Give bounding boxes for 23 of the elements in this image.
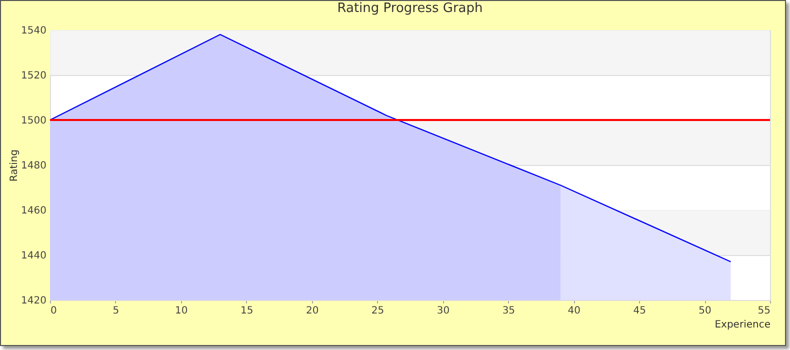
x-tick-label: 50: [698, 306, 712, 316]
x-tick-label: 40: [568, 306, 581, 316]
y-tick-label: 1420: [21, 296, 46, 306]
x-tick-label: 55: [758, 306, 770, 316]
y-tick-label: 1540: [21, 26, 46, 36]
x-tick-label: 0: [50, 306, 57, 316]
x-tick-label: 10: [175, 306, 188, 316]
x-tick-label: 30: [436, 306, 450, 316]
x-tick-label: 20: [306, 306, 319, 316]
chart-title: Rating Progress Graph: [337, 1, 483, 16]
y-tick-label: 1520: [21, 70, 46, 82]
y-tick-label: 1480: [21, 160, 46, 172]
y-axis-title: Rating: [9, 149, 20, 182]
x-axis-title: Experience: [714, 320, 770, 330]
x-tick-label: 5: [112, 306, 120, 316]
y-tick-label: 1440: [21, 250, 46, 262]
x-tick-label: 25: [371, 306, 384, 316]
y-tick-label: 1500: [21, 116, 46, 126]
line-series: [49, 34, 732, 262]
x-tick-label: 45: [633, 306, 646, 316]
y-tick-label: 1460: [21, 206, 46, 216]
x-tick-label: 35: [502, 306, 516, 316]
x-tick-label: 15: [240, 306, 254, 316]
